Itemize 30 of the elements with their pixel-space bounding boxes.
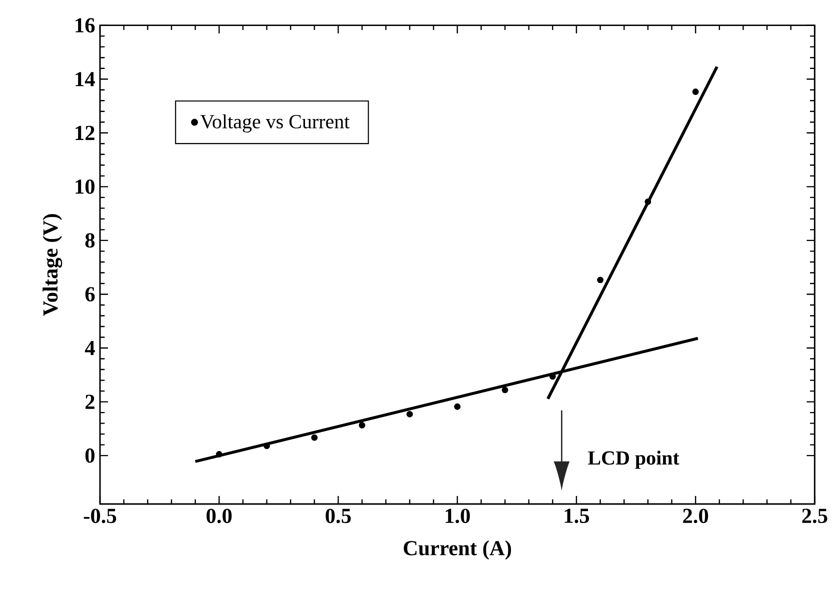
y-tick-label: 8: [85, 233, 95, 248]
y-tick-label: 10: [76, 179, 94, 194]
y-tick-label: 14: [76, 72, 95, 86]
x-tick-label: 2.0: [683, 508, 708, 524]
x-tick-label: 1.0: [446, 508, 470, 524]
point: [644, 198, 652, 205]
point: [406, 410, 413, 418]
legend-label: Voltage vs Current: [200, 114, 350, 133]
point: [358, 422, 366, 428]
point: [502, 386, 508, 394]
y-tick-label: 0: [85, 448, 94, 463]
y-tick-label: 16: [76, 18, 95, 32]
y-axis-title: Voltage (V): [42, 214, 62, 316]
y-tick-label: 2: [86, 394, 94, 409]
y-tick-label: 4: [84, 341, 95, 356]
y-tick-label: 6: [85, 287, 95, 302]
x-axis-title: Current (A): [404, 540, 511, 560]
y-tick-label: 12: [76, 126, 94, 140]
x-tick-label: 2.5: [802, 508, 828, 524]
x-tick-label: 1.5: [564, 508, 590, 524]
annotation: LCD point: [588, 450, 680, 469]
point: [454, 403, 461, 410]
x-tick-label: 0.0: [206, 508, 232, 524]
point: [264, 442, 270, 450]
point: [692, 88, 699, 95]
point: [597, 276, 604, 284]
x-tick-label: -0.5: [84, 508, 116, 524]
x-tick-label: 0.5: [326, 508, 351, 524]
point: [216, 451, 222, 458]
point: [311, 434, 318, 441]
